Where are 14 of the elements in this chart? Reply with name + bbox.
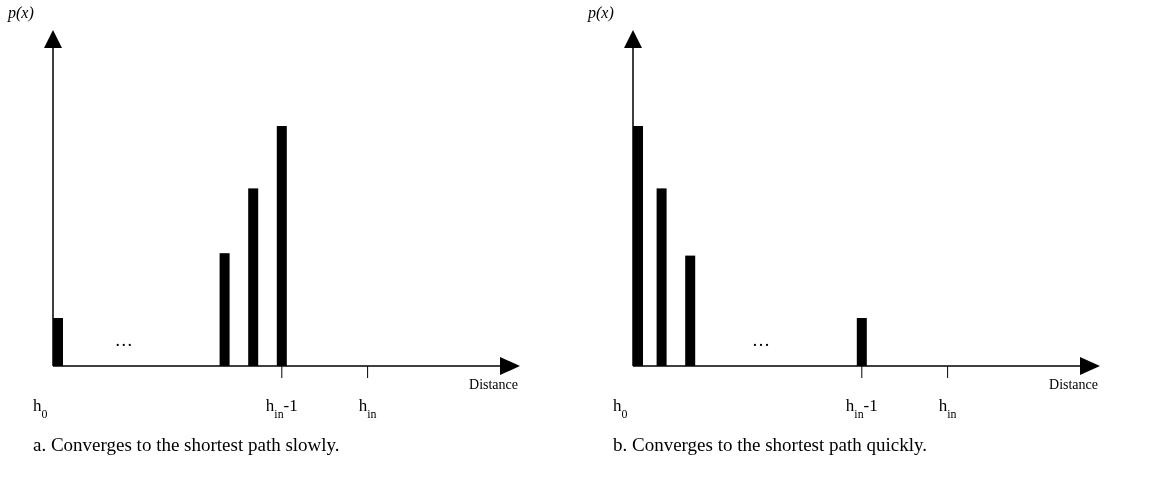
y-axis-title: p(x) [7, 4, 34, 22]
annotation: … [752, 330, 770, 350]
x-tick-label: h$_{0}$ [33, 396, 48, 421]
x-tick-label: h$_{0}$ [613, 396, 628, 421]
text: b. Converges to the shortest path quickly. [613, 434, 927, 455]
text: a. Converges to the shortest path slowly. [33, 434, 340, 455]
y-axis-title: p(x) [587, 4, 614, 22]
annotation: … [114, 330, 133, 350]
x-tick-label: h$_{in}$-1 [845, 396, 878, 421]
x-tick-label: h$_{in}$ [938, 396, 957, 421]
x-tick-label: h$_{in}$-1 [265, 396, 298, 421]
x-tick-label: h$_{in}$ [358, 396, 377, 421]
x-axis-title: Distance [469, 377, 518, 392]
x-axis-title: Distance [1049, 377, 1098, 392]
